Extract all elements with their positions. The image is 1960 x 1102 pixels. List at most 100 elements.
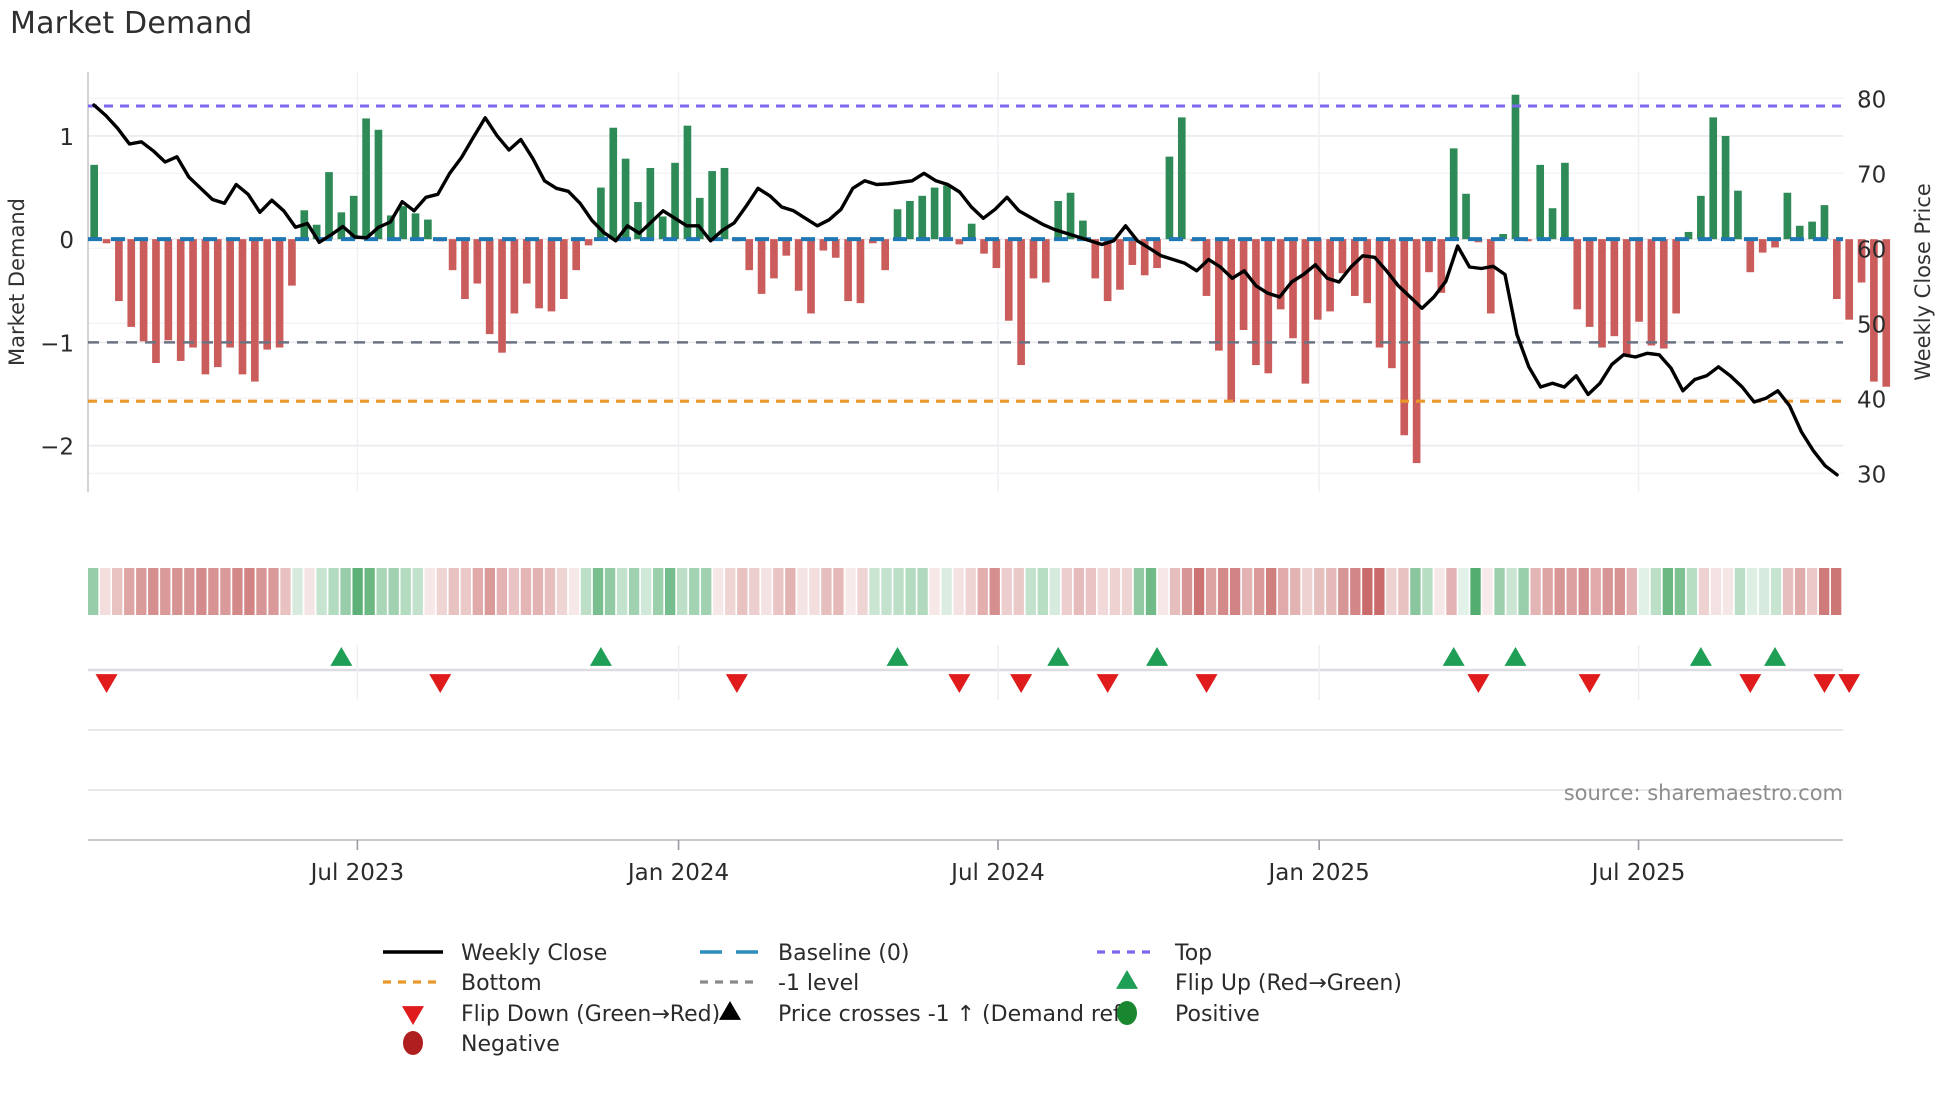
heat-strip-cell xyxy=(1446,568,1457,615)
demand-bar xyxy=(1709,117,1718,240)
demand-bar xyxy=(448,239,457,271)
demand-bar xyxy=(424,219,432,240)
heat-strip-cell xyxy=(1602,568,1613,615)
demand-bar xyxy=(1091,239,1100,279)
heat-strip-cell xyxy=(604,568,616,615)
heat-strip-cell xyxy=(424,568,435,615)
heat-strip-cell xyxy=(785,568,796,615)
x-axis-tick-label-4: Jul 2025 xyxy=(1590,860,1686,886)
heat-strip-cell xyxy=(1193,568,1205,615)
heat-strip-cell xyxy=(232,568,243,615)
demand-bar xyxy=(1177,117,1186,240)
demand-bar xyxy=(1252,239,1260,366)
heat-strip-cell xyxy=(773,568,784,615)
heat-strip-cell xyxy=(965,568,976,615)
demand-bar xyxy=(522,239,531,284)
demand-bar xyxy=(1659,239,1668,349)
heat-strip-cell xyxy=(1398,568,1409,615)
heat-strip-cell xyxy=(917,568,928,615)
flip-down-marker xyxy=(725,674,748,693)
heat-strip-cell xyxy=(268,568,279,615)
demand-bar xyxy=(1585,239,1594,327)
demand-bar xyxy=(374,129,383,240)
demand-bar xyxy=(152,239,160,364)
heat-strip-cell xyxy=(677,568,688,615)
heat-strip-cell xyxy=(1482,568,1493,615)
heat-strip-cell xyxy=(220,568,231,615)
heat-strip-cell xyxy=(484,568,496,615)
flip-down-marker xyxy=(95,674,118,693)
demand-bar xyxy=(844,239,852,302)
demand-bar xyxy=(695,197,704,240)
heat-strip-cell xyxy=(1290,568,1301,615)
demand-bar xyxy=(720,167,729,240)
legend-label-weekly-close: Weekly Close xyxy=(461,941,607,966)
heat-strip-cell xyxy=(1302,568,1313,615)
demand-bar xyxy=(1746,239,1755,273)
x-axis-tick-label-1: Jan 2024 xyxy=(626,860,729,886)
demand-bar xyxy=(1227,239,1236,403)
heat-strip-cell xyxy=(1554,568,1565,615)
demand-bar xyxy=(992,239,1001,269)
heat-strip-cell xyxy=(1722,568,1734,615)
x-axis-tick-label-0: Jul 2023 xyxy=(309,860,405,886)
demand-bar xyxy=(1079,220,1087,240)
demand-bar xyxy=(1635,239,1643,322)
demand-bar xyxy=(1215,239,1223,351)
heat-strip-cell xyxy=(1229,568,1241,615)
right-axis-tick-1: 70 xyxy=(1857,162,1886,188)
heat-strip-cell xyxy=(244,568,255,615)
demand-bar xyxy=(955,239,964,245)
heat-strip-cell xyxy=(640,568,652,615)
heat-strip-cell xyxy=(1782,568,1794,615)
demand-bar xyxy=(1264,239,1273,374)
right-axis-label: Weekly Close Price xyxy=(1911,183,1935,381)
demand-bar xyxy=(1165,156,1174,240)
demand-bar xyxy=(288,239,296,286)
demand-bar xyxy=(906,200,914,240)
demand-bar xyxy=(238,239,247,375)
demand-bar xyxy=(1697,195,1705,240)
heat-strip-cell xyxy=(1710,568,1722,615)
heat-strip-cell xyxy=(1362,568,1373,615)
demand-bar xyxy=(782,239,791,256)
heat-strip-cell xyxy=(1494,568,1505,615)
right-axis-tick-3: 50 xyxy=(1857,312,1886,338)
heat-strip-cell xyxy=(1458,568,1469,615)
heat-strip-cell xyxy=(208,568,219,615)
heat-strip-cell xyxy=(472,568,483,615)
heat-strip-cell xyxy=(292,568,303,615)
demand-bar xyxy=(943,185,951,240)
legend-label-bottom: Bottom xyxy=(461,971,542,996)
heat-strip-cell xyxy=(364,568,375,615)
demand-bar xyxy=(1783,192,1792,240)
demand-bar xyxy=(1103,239,1112,302)
demand-bar xyxy=(1412,239,1421,464)
heat-strip-cell xyxy=(1217,568,1229,615)
legend-label-baseline: Baseline (0) xyxy=(778,941,909,966)
heat-strip-cell xyxy=(1518,568,1529,615)
heat-strip-cell xyxy=(881,568,892,615)
heat-strip-cell xyxy=(532,568,544,615)
demand-bar xyxy=(1622,239,1631,355)
demand-bar xyxy=(176,239,185,361)
demand-bar xyxy=(893,209,902,240)
demand-bar xyxy=(646,167,655,240)
legend-label-minus-one-level: -1 level xyxy=(778,971,859,996)
demand-bar xyxy=(1042,239,1050,283)
heat-strip-cell xyxy=(1266,568,1277,615)
heat-strip-cell xyxy=(1338,568,1349,615)
heat-strip-cell xyxy=(388,568,399,615)
heat-strip-cell xyxy=(941,568,952,615)
heat-strip-cell xyxy=(316,568,327,615)
demand-bar xyxy=(1832,239,1841,300)
heat-strip-cell xyxy=(1181,568,1193,615)
demand-bar xyxy=(1462,193,1470,240)
right-axis-tick-4: 40 xyxy=(1857,387,1886,413)
heat-strip-cell xyxy=(1470,568,1481,615)
demand-bar xyxy=(411,213,420,240)
demand-bar xyxy=(1882,239,1891,387)
heat-strip-cell xyxy=(1350,568,1361,615)
